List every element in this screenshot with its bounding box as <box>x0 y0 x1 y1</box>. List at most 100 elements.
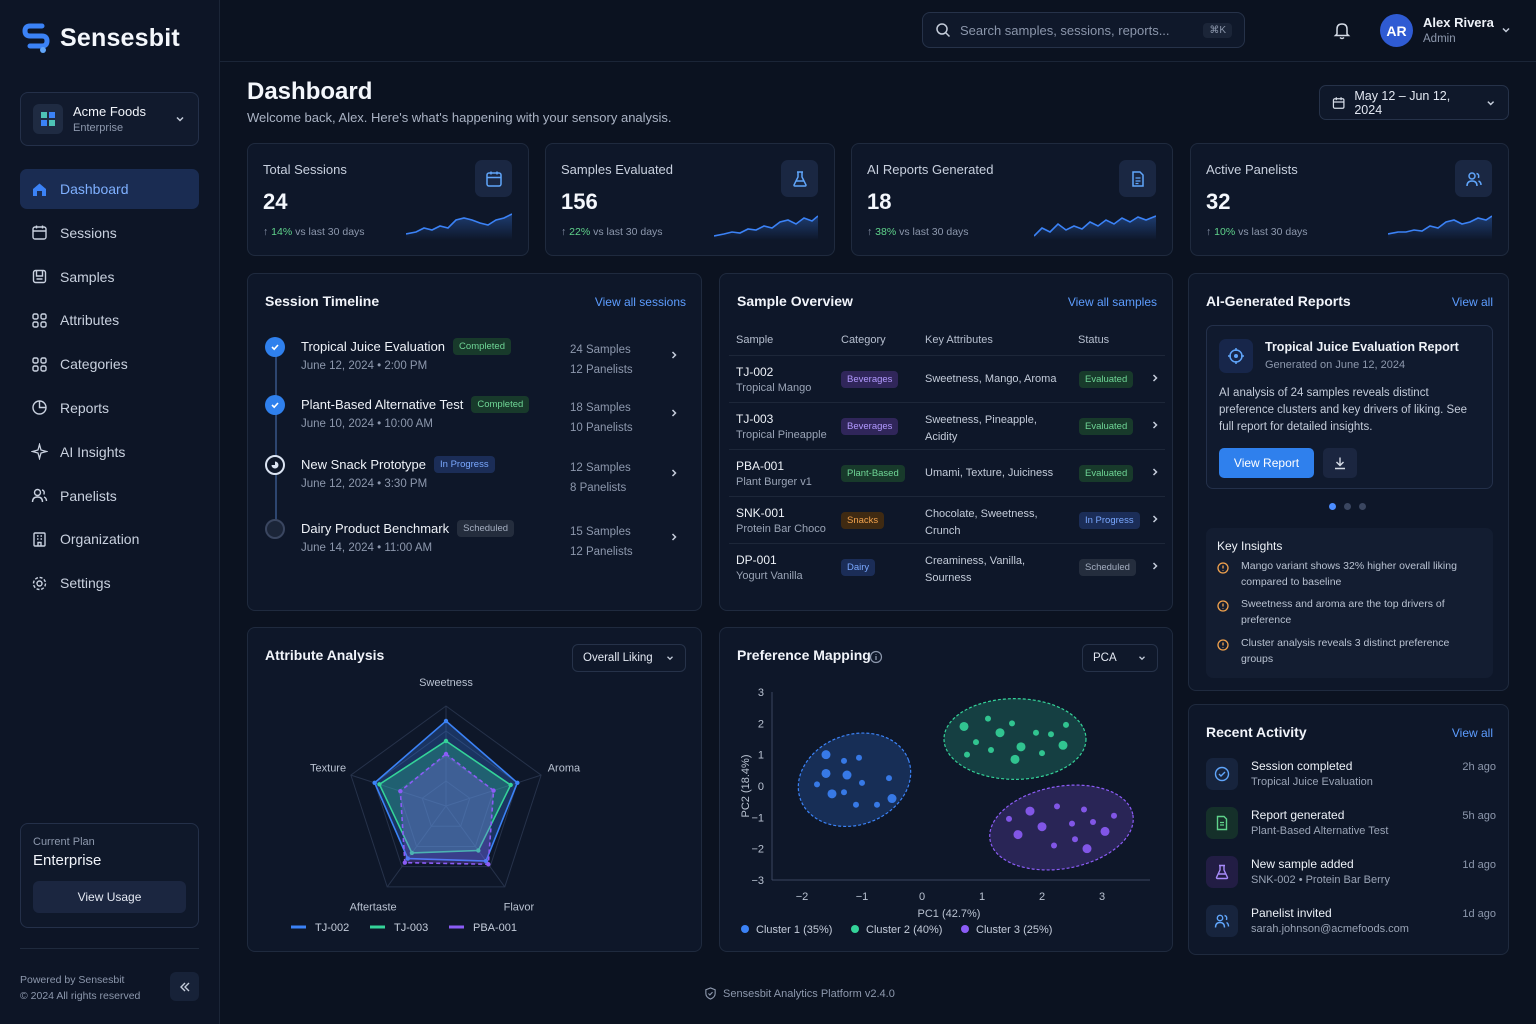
scatter-point <box>1033 729 1039 736</box>
activity-item[interactable]: Panelist invited sarah.johnson@acmefoods… <box>1206 903 1496 947</box>
powered-by: Powered by Sensesbit © 2024 All rights r… <box>20 972 140 1004</box>
chevron-right-icon <box>671 409 677 417</box>
ai-reports-card: AI-Generated Reports View all Tropical J… <box>1188 273 1509 691</box>
radar-point <box>491 788 496 793</box>
table-row[interactable]: PBA-001 Plant Burger v1 Plant-Based Umam… <box>729 449 1165 496</box>
insight-item: Sweetness and aroma are the top drivers … <box>1217 596 1482 628</box>
download-button[interactable] <box>1323 448 1357 478</box>
activity-item[interactable]: New sample added SNK-002 • Protein Bar B… <box>1206 854 1496 898</box>
date-range-picker[interactable]: May 12 – Jun 12, 2024 <box>1319 85 1509 120</box>
report-icon <box>1206 807 1238 839</box>
sidebar-item-label: Organization <box>60 531 140 548</box>
brand[interactable]: Sensesbit <box>22 22 180 54</box>
table-row[interactable]: TJ-002 Tropical Mango Beverages Sweetnes… <box>729 355 1165 402</box>
table-row[interactable]: TJ-003 Tropical Pineapple Beverages Swee… <box>729 402 1165 449</box>
sidebar-item-sessions[interactable]: Sessions <box>20 213 199 253</box>
timeline-time: 3:30 PM <box>384 478 428 490</box>
activity-item[interactable]: Session completed Tropical Juice Evaluat… <box>1206 756 1496 800</box>
stat-label: Samples Evaluated <box>561 162 674 177</box>
timeline-item[interactable]: Dairy Product Benchmark Scheduled June 14… <box>265 517 685 563</box>
scatter-point <box>821 768 831 778</box>
view-all-activity-link[interactable]: View all <box>1451 726 1493 740</box>
carousel-dot[interactable] <box>1344 503 1351 510</box>
y-tick-label: 0 <box>758 781 764 793</box>
carousel-dot[interactable] <box>1359 503 1366 510</box>
sidebar-item-attributes[interactable]: Attributes <box>20 300 199 340</box>
sidebar-item-settings[interactable]: Settings <box>20 563 199 603</box>
scatter-point <box>988 746 994 753</box>
category-badge: Snacks <box>841 512 885 529</box>
table-row[interactable]: DP-001 Yogurt Vanilla Dairy Creaminess, … <box>729 543 1165 590</box>
x-tick-label: 1 <box>979 891 985 903</box>
x-tick-label: 2 <box>1039 891 1045 903</box>
view-report-button[interactable]: View Report <box>1219 448 1314 478</box>
timeline-date: June 10, 2024 • 10:00 AM <box>301 418 433 430</box>
timeline-item[interactable]: Tropical Juice Evaluation Completed June … <box>265 335 685 381</box>
sidebar-item-categories[interactable]: Categories <box>20 344 199 384</box>
scatter-point <box>842 770 852 780</box>
stat-card-active-panelists[interactable]: Active Panelists 32 ↑ 10% vs last 30 day… <box>1190 143 1509 256</box>
org-switcher[interactable]: Acme Foods Enterprise <box>20 92 199 146</box>
brand-name: Sensesbit <box>60 23 180 52</box>
avatar[interactable]: AR <box>1380 14 1413 47</box>
sidebar-item-organization[interactable]: Organization <box>20 519 199 559</box>
scatter-point <box>874 801 880 808</box>
radar-point <box>476 848 481 853</box>
carousel-dot[interactable] <box>1329 503 1336 510</box>
stat-label: AI Reports Generated <box>867 162 994 177</box>
timeline-date: June 14, 2024 • 11:00 AM <box>301 542 433 554</box>
radar-series-tj-002 <box>373 719 519 862</box>
info-icon[interactable] <box>869 650 883 664</box>
chevron-down-icon[interactable] <box>1500 24 1512 36</box>
collapse-sidebar-button[interactable] <box>170 972 199 1001</box>
card-title: Sample Overview <box>737 293 853 309</box>
in-progress-icon <box>265 455 285 475</box>
legend-label: Cluster 2 (40%) <box>866 924 942 936</box>
scatter-point <box>827 789 837 799</box>
stat-card-samples-evaluated[interactable]: Samples Evaluated 156 ↑ 22% vs last 30 d… <box>545 143 835 256</box>
radar-point <box>483 858 489 864</box>
stat-card-ai-reports[interactable]: AI Reports Generated 18 ↑ 38% vs last 30… <box>851 143 1173 256</box>
activity-item[interactable]: Report generated Plant-Based Alternative… <box>1206 805 1496 849</box>
x-tick-label: −2 <box>796 891 809 903</box>
method-select[interactable]: PCA <box>1082 644 1158 672</box>
attribute-select[interactable]: Overall Liking <box>572 644 686 672</box>
search-input[interactable] <box>960 22 1190 38</box>
category-badge: Plant-Based <box>841 465 905 482</box>
key-attributes: Chocolate, Sweetness, Crunch <box>925 508 1038 537</box>
timeline-item[interactable]: Plant-Based Alternative Test Completed Ju… <box>265 393 685 439</box>
view-usage-button[interactable]: View Usage <box>33 881 186 913</box>
legend-swatch <box>741 925 749 933</box>
bell-icon[interactable] <box>1332 20 1352 40</box>
sidebar-item-samples[interactable]: Samples <box>20 257 199 297</box>
sidebar-item-dashboard[interactable]: Dashboard <box>20 169 199 209</box>
sidebar-item-reports[interactable]: Reports <box>20 388 199 428</box>
view-all-reports-link[interactable]: View all <box>1451 295 1493 309</box>
chevron-down-icon <box>667 656 673 661</box>
timeline-meta: 24 Samples 12 Panelists <box>570 340 633 380</box>
view-all-sessions-link[interactable]: View all sessions <box>594 295 686 309</box>
search-box[interactable]: ⌘K <box>922 12 1245 48</box>
column-header: Sample <box>736 334 774 346</box>
scatter-point <box>1069 820 1075 827</box>
stat-label: Active Panelists <box>1206 162 1298 177</box>
stat-card-total-sessions[interactable]: Total Sessions 24 ↑ 14% vs last 30 days <box>247 143 529 256</box>
sidebar: Sensesbit Acme Foods Enterprise Dashboar… <box>0 0 220 1024</box>
report-preview[interactable]: Tropical Juice Evaluation Report Generat… <box>1206 325 1493 489</box>
activity-time: 1d ago <box>1462 908 1496 920</box>
grid-icon <box>32 313 47 328</box>
scatter-chart: −2 −1 0 1 2 3 3 2 1 0 −1 −2 −3 PC1 (42.7%) PC2 (18.4%)… <box>740 687 1150 936</box>
sidebar-item-panelists[interactable]: Panelists <box>20 476 199 516</box>
search-shortcut: ⌘K <box>1203 22 1232 38</box>
table-row[interactable]: SNK-001 Protein Bar Choco Snacks Chocola… <box>729 496 1165 543</box>
chevron-right-icon <box>1152 374 1158 382</box>
timeline-item[interactable]: New Snack Prototype In Progress June 12, … <box>265 453 685 499</box>
insight-text: Sweetness and aroma are the top drivers … <box>1241 598 1445 626</box>
sidebar-item-ai-insights[interactable]: AI Insights <box>20 432 199 472</box>
search-icon <box>936 23 951 38</box>
view-all-samples-link[interactable]: View all samples <box>1067 295 1157 309</box>
y-axis-label: PC2 (18.4%) <box>740 755 752 818</box>
document-icon <box>1119 160 1156 197</box>
sparkline <box>406 213 512 240</box>
x-tick-label: −1 <box>856 891 869 903</box>
